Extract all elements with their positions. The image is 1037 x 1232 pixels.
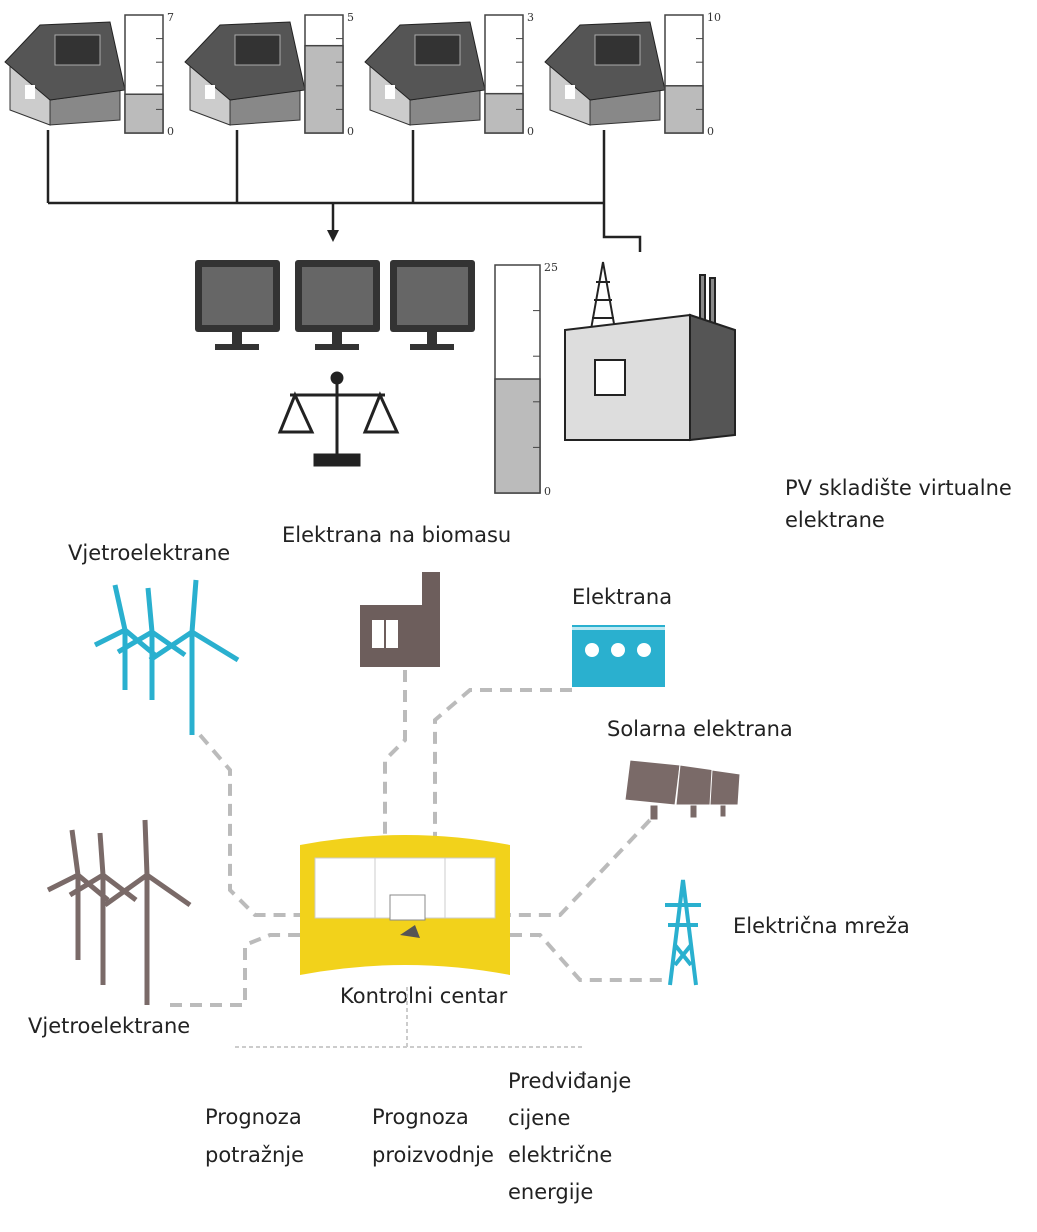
house-icon — [185, 22, 305, 125]
solar-label: Solarna elektrana — [607, 717, 793, 741]
solar-panel — [415, 35, 460, 65]
biomass-plant-icon — [360, 572, 440, 667]
wind-turbines-icon — [95, 580, 238, 735]
balance-icon — [280, 373, 397, 465]
control-center-icon — [300, 835, 510, 975]
biomass-label: Elektrana na biomasu — [282, 523, 511, 547]
pylon-icon — [665, 880, 701, 985]
solar-panel — [235, 35, 280, 65]
grid-label: Električna mreža — [733, 914, 910, 938]
control-center-label: Kontrolni centar — [340, 984, 508, 1008]
wind-label: Vjetroelektrane — [68, 541, 230, 565]
solar-panels-icon — [625, 760, 740, 820]
window — [565, 85, 575, 99]
gauge-min-label: 0 — [544, 485, 551, 498]
house-icon — [365, 22, 485, 125]
window — [205, 85, 215, 99]
wind-turbines-icon — [48, 820, 190, 1005]
bus-lines — [48, 130, 640, 252]
gauge-max-label: 10 — [707, 11, 721, 24]
house-icon — [545, 22, 665, 125]
power-plant-icon — [565, 262, 735, 440]
gauge-min-label: 0 — [347, 125, 354, 138]
solar-panel — [595, 35, 640, 65]
gauge-level — [305, 46, 343, 133]
gauge-max-label: 7 — [167, 11, 174, 24]
gauge-max-label: 3 — [527, 11, 534, 24]
window — [25, 85, 35, 99]
house-icon — [5, 22, 125, 125]
power-station-icon — [572, 625, 665, 687]
gauge-max-label: 25 — [544, 261, 558, 274]
gauge-min-label: 0 — [707, 125, 714, 138]
monitors — [195, 260, 475, 350]
power-plant-label: Elektrana — [572, 585, 672, 609]
gauge-level — [125, 94, 163, 133]
gauge-level — [495, 379, 540, 493]
solar-panel — [55, 35, 100, 65]
window — [385, 85, 395, 99]
wind-label: Vjetroelektrane — [28, 1014, 190, 1038]
gauge-level — [485, 94, 523, 133]
gauge-min-label: 0 — [527, 125, 534, 138]
diagram: PV skladište virtualneelektrane Vjetroel… — [0, 0, 1037, 1232]
gauge-min-label: 0 — [167, 125, 174, 138]
gauge-max-label: 5 — [347, 11, 354, 24]
